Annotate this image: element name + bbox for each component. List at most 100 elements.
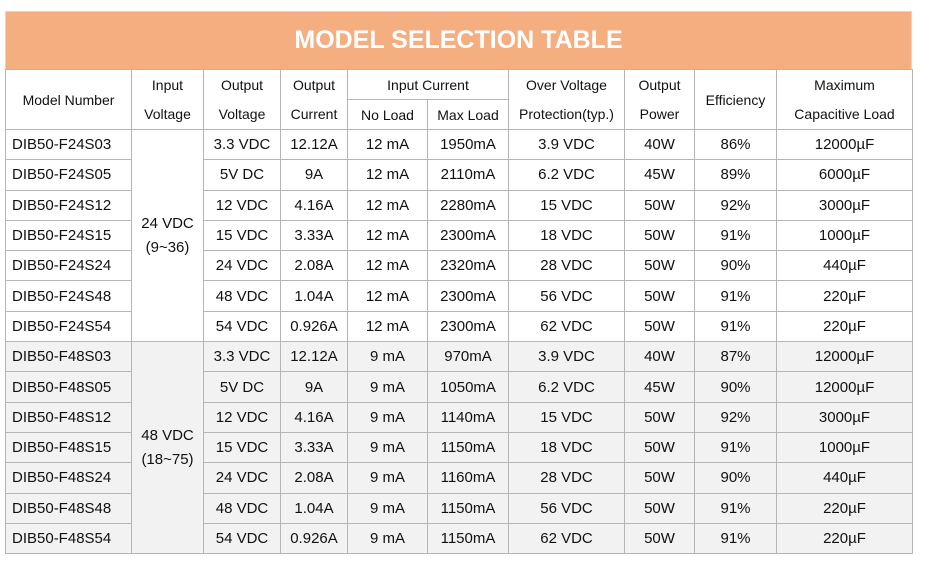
cell-output-voltage: 5V DC	[203, 371, 281, 403]
table-row: DIB50-F24S15 15 VDC 3.33A 12 mA 2300mA 18 VDC…	[5, 219, 913, 252]
cell-model-number: DIB50-F48S24	[5, 462, 132, 494]
cell-model-number: DIB50-F24S15	[5, 219, 132, 252]
cell-output-voltage: 24 VDC	[203, 462, 281, 494]
cell-max-capacitive-load: 220µF	[776, 280, 913, 312]
table-row: DIB50-F24S54 54 VDC 0.926A 12 mA 2300mA 62 VD…	[5, 310, 913, 343]
cell-over-voltage-protection: 15 VDC	[508, 401, 625, 433]
cell-max-load-current: 1150mA	[427, 522, 509, 555]
cell-no-load-current: 9 mA	[347, 462, 428, 494]
cell-max-capacitive-load: 220µF	[776, 310, 913, 343]
cell-output-power: 45W	[624, 159, 695, 191]
table-row: DIB50-F24S03 24 VDC (9~36) 3.3 VDC 12.12A 12 …	[5, 128, 913, 343]
cell-max-load-current: 2280mA	[427, 189, 509, 221]
table-body: DIB50-F24S03 24 VDC (9~36) 3.3 VDC 12.12A 12 …	[5, 128, 913, 555]
cell-max-capacitive-load: 220µF	[776, 522, 913, 555]
cell-over-voltage-protection: 15 VDC	[508, 189, 625, 221]
cell-model-number: DIB50-F48S54	[5, 522, 132, 555]
header-output-power: Output Power	[624, 69, 695, 130]
cell-output-power: 50W	[624, 431, 695, 464]
cell-output-current: 12.12A	[280, 341, 348, 373]
cell-no-load-current: 12 mA	[347, 280, 428, 312]
model-selection-table-container: MODEL SELECTION TABLE Model Number Input…	[5, 11, 913, 555]
cell-efficiency: 92%	[694, 401, 777, 433]
table-row: DIB50-F48S48 48 VDC 1.04A 9 mA 1150mA 56 VDC 5…	[5, 492, 913, 524]
table-row: DIB50-F48S03 48 VDC (18~75) 3.3 VDC 12.12A 9 …	[5, 341, 913, 555]
input-voltage-value: 24 VDC	[141, 214, 194, 232]
cell-output-voltage: 15 VDC	[203, 431, 281, 464]
cell-over-voltage-protection: 18 VDC	[508, 431, 625, 464]
table-row: DIB50-F48S24 24 VDC 2.08A 9 mA 1160mA 28 VDC 5…	[5, 462, 913, 494]
table-title: MODEL SELECTION TABLE	[5, 11, 912, 69]
cell-efficiency: 90%	[694, 462, 777, 494]
header-max-capacitive-load: Maximum Capacitive Load	[776, 69, 913, 130]
cell-output-current: 12.12A	[280, 128, 348, 161]
cell-over-voltage-protection: 6.2 VDC	[508, 371, 625, 403]
cell-output-current: 0.926A	[280, 310, 348, 343]
cell-output-voltage: 12 VDC	[203, 189, 281, 221]
cell-max-load-current: 1160mA	[427, 462, 509, 494]
cell-output-current: 2.08A	[280, 250, 348, 282]
cell-efficiency: 91%	[694, 492, 777, 524]
cell-output-power: 50W	[624, 401, 695, 433]
cell-over-voltage-protection: 28 VDC	[508, 250, 625, 282]
cell-output-power: 50W	[624, 522, 695, 555]
cell-output-power: 40W	[624, 341, 695, 373]
cell-no-load-current: 9 mA	[347, 431, 428, 464]
cell-output-current: 1.04A	[280, 492, 348, 524]
cell-max-load-current: 1150mA	[427, 492, 509, 524]
cell-output-power: 50W	[624, 280, 695, 312]
cell-output-current: 2.08A	[280, 462, 348, 494]
cell-efficiency: 91%	[694, 280, 777, 312]
cell-efficiency: 92%	[694, 189, 777, 221]
cell-output-power: 50W	[624, 219, 695, 252]
cell-output-current: 1.04A	[280, 280, 348, 312]
cell-model-number: DIB50-F24S03	[5, 128, 132, 161]
input-voltage-range: (18~75)	[141, 450, 194, 468]
header-model-number: Model Number	[5, 69, 132, 130]
cell-max-capacitive-load: 1000µF	[776, 431, 913, 464]
cell-output-voltage: 3.3 VDC	[203, 128, 281, 161]
cell-output-power: 40W	[624, 128, 695, 161]
cell-output-power: 50W	[624, 310, 695, 343]
cell-output-voltage: 12 VDC	[203, 401, 281, 433]
cell-output-current: 3.33A	[280, 431, 348, 464]
cell-max-load-current: 2300mA	[427, 280, 509, 312]
table-row: DIB50-F48S12 12 VDC 4.16A 9 mA 1140mA 15 VDC 5…	[5, 401, 913, 433]
cell-no-load-current: 12 mA	[347, 159, 428, 191]
cell-max-load-current: 1050mA	[427, 371, 509, 403]
cell-max-capacitive-load: 3000µF	[776, 189, 913, 221]
cell-output-power: 50W	[624, 462, 695, 494]
cell-efficiency: 91%	[694, 522, 777, 555]
cell-no-load-current: 9 mA	[347, 341, 428, 373]
cell-max-load-current: 2110mA	[427, 159, 509, 191]
cell-max-load-current: 1950mA	[427, 128, 509, 161]
cell-no-load-current: 12 mA	[347, 250, 428, 282]
header-efficiency: Efficiency	[694, 69, 777, 130]
table-row: DIB50-F24S48 48 VDC 1.04A 12 mA 2300mA 56 VDC…	[5, 280, 913, 312]
cell-max-load-current: 2300mA	[427, 310, 509, 343]
cell-max-capacitive-load: 12000µF	[776, 371, 913, 403]
cell-efficiency: 91%	[694, 310, 777, 343]
cell-max-load-current: 2300mA	[427, 219, 509, 252]
cell-over-voltage-protection: 28 VDC	[508, 462, 625, 494]
cell-output-voltage: 5V DC	[203, 159, 281, 191]
cell-model-number: DIB50-F48S48	[5, 492, 132, 524]
cell-efficiency: 90%	[694, 371, 777, 403]
cell-output-voltage: 24 VDC	[203, 250, 281, 282]
table-row: DIB50-F24S24 24 VDC 2.08A 12 mA 2320mA 28 VDC…	[5, 250, 913, 282]
table-row: DIB50-F48S54 54 VDC 0.926A 9 mA 1150mA 62 VDC…	[5, 522, 913, 555]
cell-model-number: DIB50-F24S12	[5, 189, 132, 221]
table-row: DIB50-F48S15 15 VDC 3.33A 9 mA 1150mA 18 VDC 5…	[5, 431, 913, 464]
cell-output-voltage: 54 VDC	[203, 310, 281, 343]
cell-over-voltage-protection: 56 VDC	[508, 492, 625, 524]
input-voltage-range: (9~36)	[145, 238, 190, 256]
cell-over-voltage-protection: 62 VDC	[508, 310, 625, 343]
cell-max-capacitive-load: 440µF	[776, 250, 913, 282]
cell-max-capacitive-load: 220µF	[776, 492, 913, 524]
cell-max-load-current: 2320mA	[427, 250, 509, 282]
cell-model-number: DIB50-F24S05	[5, 159, 132, 191]
cell-no-load-current: 9 mA	[347, 522, 428, 555]
cell-over-voltage-protection: 56 VDC	[508, 280, 625, 312]
cell-max-capacitive-load: 440µF	[776, 462, 913, 494]
cell-input-voltage: 48 VDC (18~75)	[131, 341, 204, 555]
